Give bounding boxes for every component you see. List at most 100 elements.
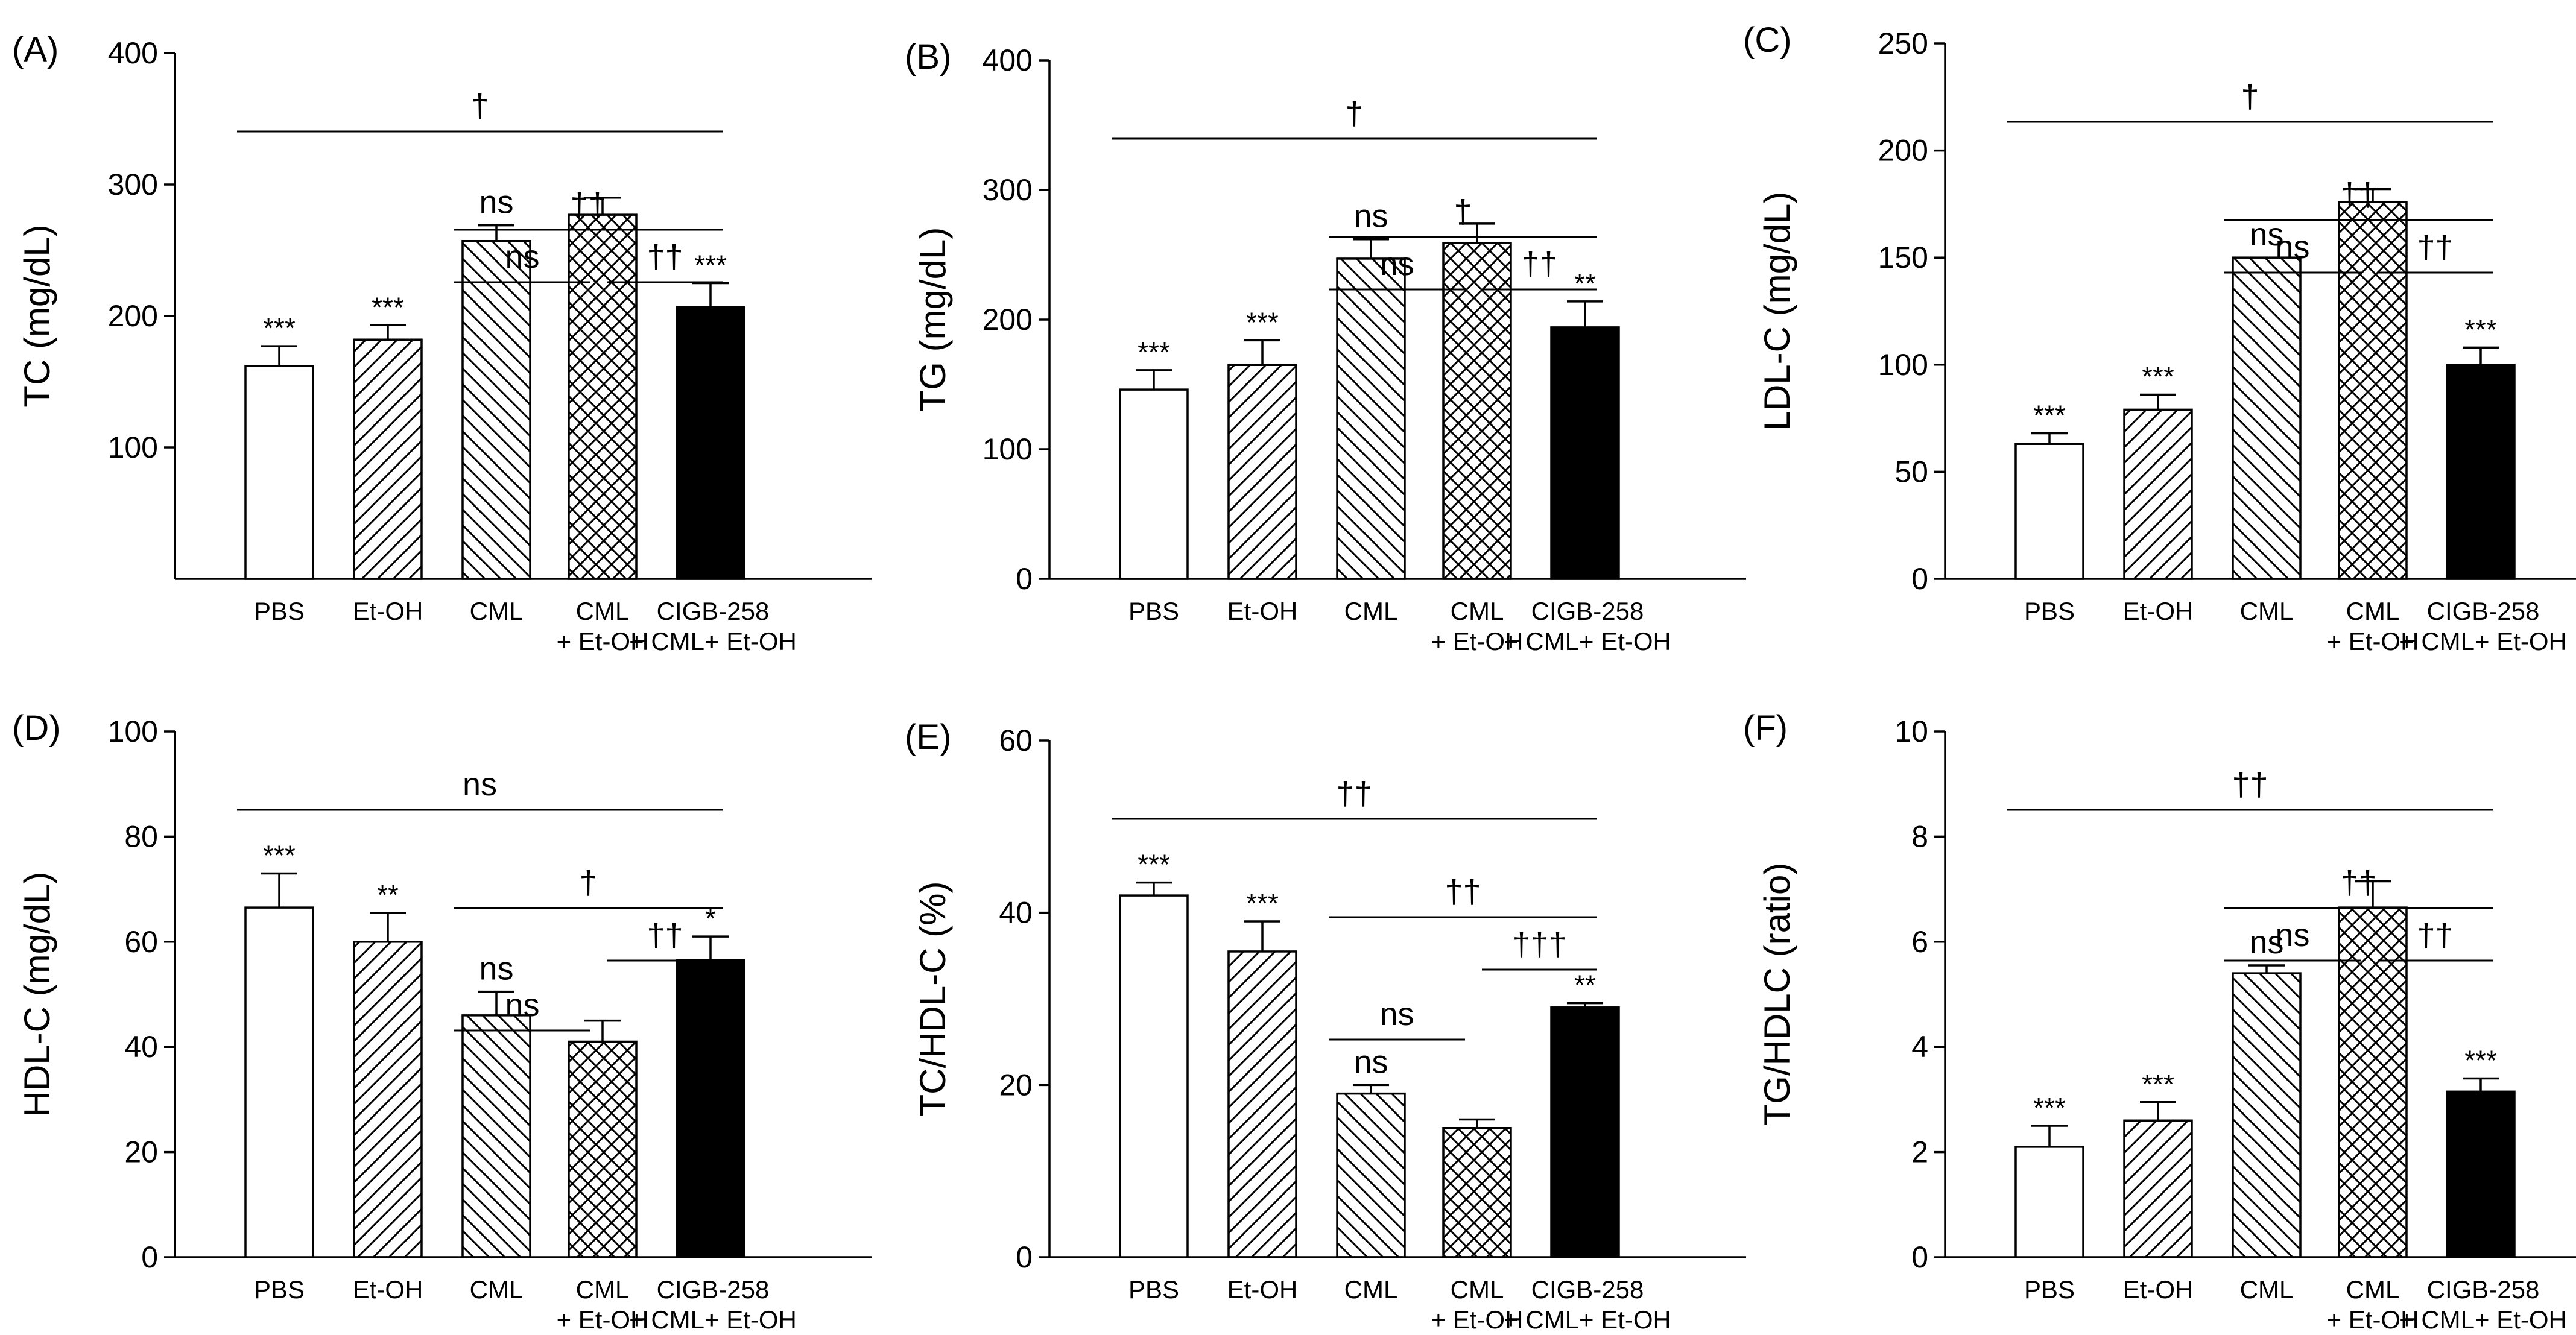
y-tick-label: 200 — [108, 299, 158, 333]
x-category-label: CML — [576, 597, 630, 625]
x-category-label: CIGB-258 — [657, 1275, 770, 1304]
x-category-label: PBS — [254, 597, 305, 625]
y-tick-label: 0 — [1016, 1240, 1033, 1274]
y-tick-label: 200 — [983, 303, 1033, 336]
panel-label: (C) — [1743, 21, 1792, 60]
bar — [2014, 1146, 2084, 1258]
x-category-label: CML — [576, 1275, 630, 1304]
bar — [1119, 894, 1189, 1258]
significance-label: ns — [479, 951, 513, 987]
significance-label: *** — [263, 312, 296, 344]
y-tick-label: 20 — [999, 1068, 1033, 1102]
significance-label: ** — [377, 879, 399, 911]
comparison-label: †† — [2417, 917, 2453, 953]
chart-panel: 100 200 300 400 TC (mg/dL) (A) *** *** ns *** PBS E… — [12, 30, 872, 655]
bar — [461, 1014, 531, 1258]
x-category-label: PBS — [254, 1275, 305, 1304]
bar — [244, 365, 314, 580]
y-axis-label: TG (mg/dL) — [913, 227, 953, 412]
bar — [1336, 1092, 1406, 1258]
comparison-label: †† — [2417, 229, 2453, 265]
bar — [353, 941, 423, 1258]
y-tick-label: 4 — [1911, 1030, 1928, 1064]
y-tick-label: 80 — [124, 819, 158, 853]
x-category-label: Et-OH — [1227, 597, 1298, 625]
y-tick-label: 10 — [1894, 715, 1928, 748]
x-category-label: CIGB-258 — [1531, 597, 1644, 625]
bar — [2232, 972, 2302, 1258]
bar — [676, 959, 745, 1258]
y-tick-label: 400 — [108, 36, 158, 70]
x-category-label: + Et-OH — [1431, 1305, 1524, 1334]
y-tick-label: 200 — [1878, 134, 1928, 168]
panel-label: (D) — [12, 709, 61, 748]
x-category-label: CML — [1344, 1275, 1398, 1304]
significance-label: *** — [2142, 361, 2174, 393]
x-category-label: + Et-OH — [1431, 627, 1524, 655]
comparison-label: †† — [1336, 775, 1372, 812]
x-category-label: + CML+ Et-OH — [2399, 627, 2567, 655]
chart-panel: 0 20 40 60 TC/HDL-C (%) (E) *** *** ns ** PBS Et-OH… — [905, 718, 1746, 1334]
x-category-label: CML — [1344, 597, 1398, 625]
bar — [2123, 1119, 2193, 1258]
x-category-label: + CML+ Et-OH — [2399, 1305, 2567, 1334]
comparison-label: ns — [505, 239, 539, 275]
comparison-label: ††† — [1512, 926, 1566, 962]
y-tick-label: 300 — [983, 173, 1033, 207]
x-category-label: + Et-OH — [2327, 627, 2419, 655]
x-category-label: CML — [1451, 1275, 1504, 1304]
x-category-label: CIGB-258 — [2427, 597, 2540, 625]
bar — [1550, 1006, 1620, 1258]
significance-label: *** — [372, 291, 404, 323]
significance-label: *** — [1138, 849, 1170, 880]
bar — [2232, 256, 2302, 580]
y-axis-label: HDL-C (mg/dL) — [17, 872, 57, 1117]
comparison-label: † — [470, 88, 489, 124]
significance-label: *** — [263, 839, 296, 871]
x-category-label: + CML+ Et-OH — [629, 627, 797, 655]
significance-label: *** — [1246, 306, 1279, 338]
bar — [568, 1040, 638, 1258]
y-tick-label: 100 — [983, 432, 1033, 466]
significance-label: ns — [1353, 1044, 1388, 1080]
y-tick-label: 100 — [108, 715, 158, 748]
chart-panel: 0 100 200 300 400 TG (mg/dL) (B) *** *** ns ** PBS E… — [905, 37, 1746, 655]
comparison-label: ns — [463, 766, 497, 803]
bar — [1119, 388, 1189, 580]
significance-label: ns — [2249, 924, 2283, 961]
significance-label: *** — [694, 250, 727, 281]
y-tick-label: 6 — [1911, 925, 1928, 959]
bar — [1442, 242, 1512, 580]
y-tick-label: 40 — [124, 1030, 158, 1064]
x-category-label: CIGB-258 — [1531, 1275, 1644, 1304]
y-tick-label: 0 — [1911, 562, 1928, 596]
comparison-label: ns — [1379, 246, 1414, 282]
y-tick-label: 0 — [1911, 1240, 1928, 1274]
bar — [244, 906, 314, 1258]
significance-label: ** — [1574, 268, 1596, 299]
x-category-label: + CML+ Et-OH — [629, 1305, 797, 1334]
x-category-label: + Et-OH — [557, 1305, 649, 1334]
comparison-label: ns — [505, 987, 539, 1023]
x-category-label: CML — [470, 597, 524, 625]
x-category-label: PBS — [1128, 597, 1179, 625]
significance-label: *** — [1138, 336, 1170, 368]
panel-label: (A) — [12, 30, 59, 69]
comparison-label: †† — [647, 917, 683, 953]
bar — [2446, 1090, 2516, 1258]
y-tick-label: 400 — [983, 43, 1033, 77]
bar — [1550, 326, 1620, 580]
comparison-label: †† — [1521, 246, 1557, 282]
significance-label: *** — [2464, 314, 2497, 345]
bar — [1227, 364, 1297, 580]
y-tick-label: 100 — [108, 431, 158, 464]
comparison-label: †† — [647, 239, 683, 275]
comparison-label: †† — [2340, 177, 2376, 213]
significance-label: *** — [2033, 1092, 2066, 1123]
significance-label: *** — [2142, 1068, 2174, 1100]
panel-label: (E) — [905, 718, 951, 757]
bar — [1227, 950, 1297, 1258]
bar — [2338, 201, 2408, 580]
comparison-label: † — [1454, 194, 1472, 230]
x-category-label: CML — [2346, 1275, 2400, 1304]
